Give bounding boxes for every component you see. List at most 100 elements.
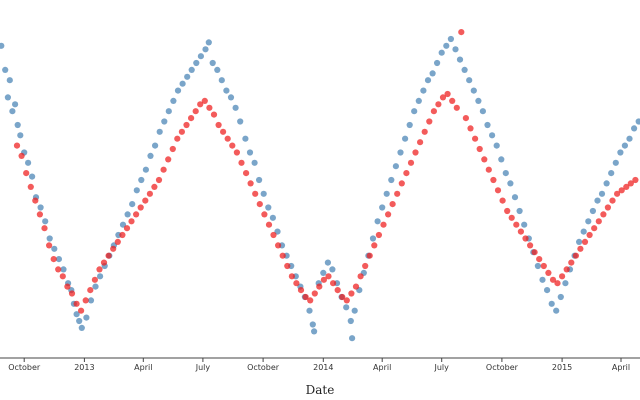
blue-point [25, 159, 32, 166]
red-point [320, 276, 327, 283]
blue-point [608, 170, 615, 177]
blue-point [539, 276, 546, 283]
blue-point [420, 87, 427, 94]
blue-point [429, 70, 436, 77]
red-point [78, 307, 85, 314]
blue-point [6, 77, 13, 84]
red-point [188, 115, 195, 122]
red-point [467, 125, 474, 132]
blue-point [174, 87, 182, 94]
blue-point [28, 173, 36, 180]
x-tick-label: April [134, 363, 152, 372]
red-point [36, 211, 44, 218]
blue-point [489, 132, 496, 139]
red-point [293, 280, 300, 287]
red-point [110, 245, 117, 252]
blue-point [415, 97, 422, 104]
blue-point [161, 118, 168, 125]
blue-point [548, 300, 555, 307]
red-point [100, 259, 108, 266]
red-point [114, 238, 121, 245]
blue-point [12, 101, 19, 108]
blue-point [498, 156, 505, 163]
blue-point [87, 297, 95, 304]
blue-point [142, 166, 149, 173]
blue-point [73, 311, 80, 318]
red-point [330, 280, 337, 287]
red-point [197, 101, 204, 108]
blue-point [424, 77, 432, 84]
blue-point [479, 108, 486, 115]
red-point [233, 149, 240, 156]
red-point [160, 166, 167, 173]
blue-point [493, 142, 500, 149]
red-point [357, 273, 364, 280]
blue-point [193, 59, 200, 67]
blue-point [251, 159, 258, 166]
x-tick-label: 2014 [313, 363, 333, 372]
red-point [169, 145, 176, 153]
blue-point [152, 142, 159, 149]
blue-point [242, 135, 249, 142]
red-point [91, 276, 98, 283]
blue-point [51, 245, 58, 252]
blue-point [60, 266, 67, 273]
red-point [64, 283, 71, 290]
x-tick-label: 2015 [552, 363, 572, 372]
red-point [352, 283, 360, 290]
blue-point [521, 221, 528, 228]
blue-point [603, 180, 610, 187]
blue-point [580, 228, 587, 235]
blue-point [411, 108, 418, 115]
red-point [426, 118, 433, 125]
blue-point [14, 121, 21, 129]
red-point [55, 266, 62, 273]
blue-point [269, 214, 276, 221]
blue-point [594, 197, 601, 204]
red-point [18, 152, 25, 159]
red-point [256, 201, 263, 208]
red-point [243, 170, 250, 177]
red-point [284, 262, 291, 270]
blue-point [124, 211, 131, 218]
blue-point [223, 87, 230, 94]
blue-point [576, 238, 583, 245]
blue-point [612, 159, 619, 166]
red-point [201, 97, 208, 104]
red-point [229, 142, 236, 149]
x-tick-label: April [612, 363, 630, 372]
red-point [412, 149, 419, 156]
blue-point [214, 66, 221, 73]
red-point [485, 166, 492, 173]
red-point [174, 135, 181, 142]
red-point [417, 139, 424, 146]
red-point [531, 249, 538, 256]
red-point [600, 211, 607, 218]
blue-point [156, 128, 163, 135]
red-point [325, 273, 332, 280]
red-point [632, 176, 639, 184]
red-point [609, 197, 616, 204]
blue-point [188, 66, 195, 73]
blue-point [475, 97, 482, 104]
red-point [339, 293, 346, 301]
red-point [458, 28, 465, 36]
blue-point [306, 307, 313, 314]
x-tick-label: April [373, 363, 391, 372]
red-point [87, 287, 94, 294]
red-point [453, 104, 460, 111]
red-point [563, 266, 570, 273]
blue-point [507, 180, 514, 187]
blue-point [443, 42, 450, 49]
red-point [334, 287, 341, 294]
red-point [96, 266, 103, 273]
red-point [23, 170, 30, 177]
red-point [586, 231, 593, 239]
blue-point [202, 46, 209, 53]
red-point [343, 297, 350, 304]
red-point [155, 176, 163, 184]
red-point [604, 204, 612, 211]
red-point [238, 159, 245, 166]
red-point [210, 111, 218, 118]
red-point [119, 231, 126, 239]
